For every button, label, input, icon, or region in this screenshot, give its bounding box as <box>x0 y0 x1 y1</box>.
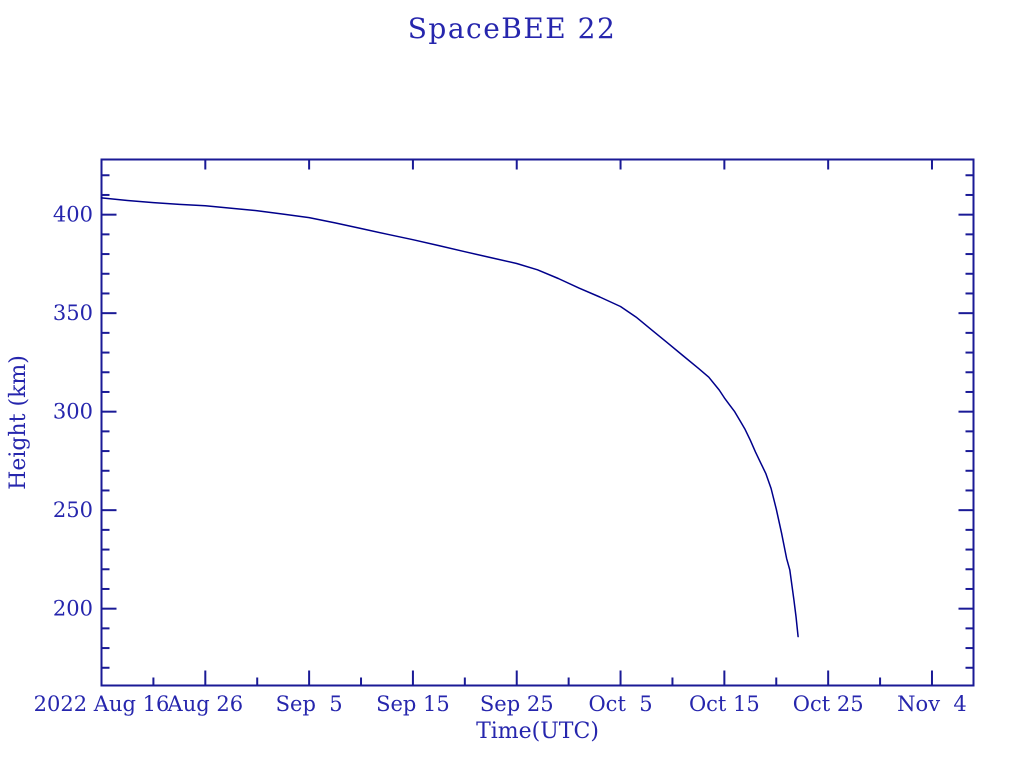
plot-frame <box>100 158 975 687</box>
x-tick-label: Nov 4 <box>897 692 967 716</box>
y-tick-label: 350 <box>53 301 93 325</box>
y-tick-label: 400 <box>53 203 93 227</box>
x-tick-label: Sep 5 <box>276 692 343 716</box>
x-axis-title: Time(UTC) <box>476 719 599 744</box>
x-tick-label: 2022 Aug 16 <box>34 692 170 716</box>
x-tick-label: Aug 26 <box>167 692 244 716</box>
x-tick-label: Oct 15 <box>689 692 760 716</box>
x-tick-label: Oct 25 <box>793 692 864 716</box>
y-tick-label: 250 <box>53 498 93 522</box>
y-tick-label: 300 <box>53 400 93 424</box>
x-tick-label: Oct 5 <box>588 692 652 716</box>
y-axis-title: Height (km) <box>6 355 31 490</box>
x-tick-label: Sep 25 <box>480 692 554 716</box>
y-tick-label: 200 <box>53 597 93 621</box>
decay-curve <box>100 197 799 638</box>
x-tick-label: Sep 15 <box>376 692 450 716</box>
chart-title: SpaceBEE 22 <box>407 12 617 45</box>
